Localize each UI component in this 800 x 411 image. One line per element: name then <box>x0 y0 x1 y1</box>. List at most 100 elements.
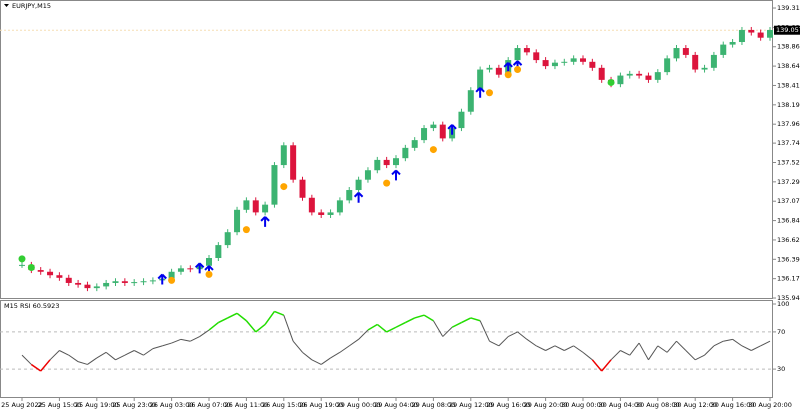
x-tick-label: 29 Aug 16:00 <box>486 401 530 409</box>
candle <box>767 29 773 38</box>
indicator-segment <box>676 340 687 351</box>
indicator-segment <box>152 345 163 350</box>
indicator-segment <box>432 320 444 337</box>
candle <box>580 58 586 62</box>
indicator-segment <box>199 329 210 337</box>
x-tick-label: 29 Aug 20:00 <box>524 401 568 409</box>
indicator-segment <box>133 350 144 356</box>
candle <box>318 212 325 215</box>
y-tick-label: 137.745 <box>777 139 800 147</box>
signal-dot <box>429 146 437 154</box>
candle <box>262 204 269 213</box>
indicator-segment <box>283 314 294 342</box>
candle <box>533 52 540 61</box>
indicator-segment <box>59 350 69 356</box>
signal-dot <box>168 276 176 284</box>
y-tick-label: 135.945 <box>777 294 800 302</box>
indicator-segment <box>348 338 359 347</box>
y-tick-label: 137.295 <box>777 178 800 186</box>
indicator-segment <box>723 338 733 342</box>
x-tick-label: 29 Aug 12:00 <box>449 401 493 409</box>
candle <box>748 29 755 33</box>
candle <box>364 170 371 180</box>
menu-icon <box>4 4 9 7</box>
indicator-segment <box>376 323 388 333</box>
y-tick-label: 136.170 <box>777 275 800 283</box>
candle <box>486 67 493 70</box>
indicator-segment <box>704 345 715 356</box>
candle <box>477 69 484 91</box>
y-tick-label: 136.620 <box>777 236 800 244</box>
indicator-segment <box>732 338 743 347</box>
candle <box>664 58 671 73</box>
indicator-segment <box>760 340 771 347</box>
indicator-segment <box>648 345 659 361</box>
indicator-segment <box>162 342 172 347</box>
indicator-segment <box>236 312 247 322</box>
candle <box>327 212 334 215</box>
y-tick-label: 136.845 <box>777 217 800 225</box>
x-tick-label: 30 Aug 12:00 <box>673 401 717 409</box>
candle <box>439 124 446 139</box>
candle <box>495 67 502 75</box>
indicator-segment <box>479 320 490 342</box>
candle <box>271 165 278 205</box>
x-tick-label: 30 Aug 16:00 <box>711 401 755 409</box>
candle <box>355 179 362 191</box>
candle <box>308 197 315 213</box>
signal-dot <box>486 89 493 97</box>
signal-arrow <box>503 62 513 73</box>
y-tick-label: 138.865 <box>777 43 800 51</box>
indicator-segment <box>470 317 481 322</box>
indicator-segment <box>610 350 621 361</box>
indicator-segment <box>330 351 341 359</box>
candle <box>19 264 25 266</box>
indicator-segment <box>218 317 229 324</box>
y-tick-label: 137.520 <box>777 158 800 166</box>
candle <box>374 159 381 171</box>
indicator-segment <box>536 345 546 351</box>
x-tick-label: 26 Aug 11:00 <box>224 401 268 409</box>
candle <box>336 200 343 213</box>
candle <box>280 145 287 166</box>
indicator-segment <box>68 354 79 363</box>
indicator-segment <box>105 351 116 361</box>
signal-dot <box>383 179 391 187</box>
signal-arrow <box>447 124 457 135</box>
x-tick-label: 29 Aug 04:00 <box>374 401 418 409</box>
signal-dot <box>18 255 26 263</box>
indicator-segment <box>302 351 313 361</box>
signal-arrow <box>157 273 167 285</box>
y-tick-label: 137.070 <box>777 197 800 205</box>
x-tick-label: 26 Aug 07:00 <box>187 401 231 409</box>
indicator-segment <box>629 342 640 356</box>
candle <box>636 73 643 76</box>
candle <box>523 48 530 53</box>
candle <box>37 270 44 272</box>
candle <box>710 54 717 68</box>
candle <box>84 284 91 289</box>
signal-dot <box>504 71 512 79</box>
candle <box>617 75 624 85</box>
candle <box>393 158 399 166</box>
candle <box>299 179 306 198</box>
candle <box>47 271 54 276</box>
indicator-segment <box>405 317 416 324</box>
indicator-segment <box>414 314 425 319</box>
x-tick-label: 25 Aug 2022 <box>1 401 43 409</box>
indicator-segment <box>227 312 238 319</box>
candle <box>65 277 72 283</box>
candle <box>290 145 297 180</box>
candle <box>467 90 474 112</box>
indicator-segment <box>96 351 107 359</box>
candle <box>252 200 259 213</box>
indicator-segment <box>554 345 565 351</box>
candle <box>187 268 194 270</box>
candle <box>692 54 699 70</box>
candle <box>654 72 661 80</box>
indicator-segment <box>292 340 303 353</box>
indicator-segment <box>591 359 603 372</box>
indicator-segment <box>685 350 696 361</box>
indicator-segment <box>713 340 724 347</box>
